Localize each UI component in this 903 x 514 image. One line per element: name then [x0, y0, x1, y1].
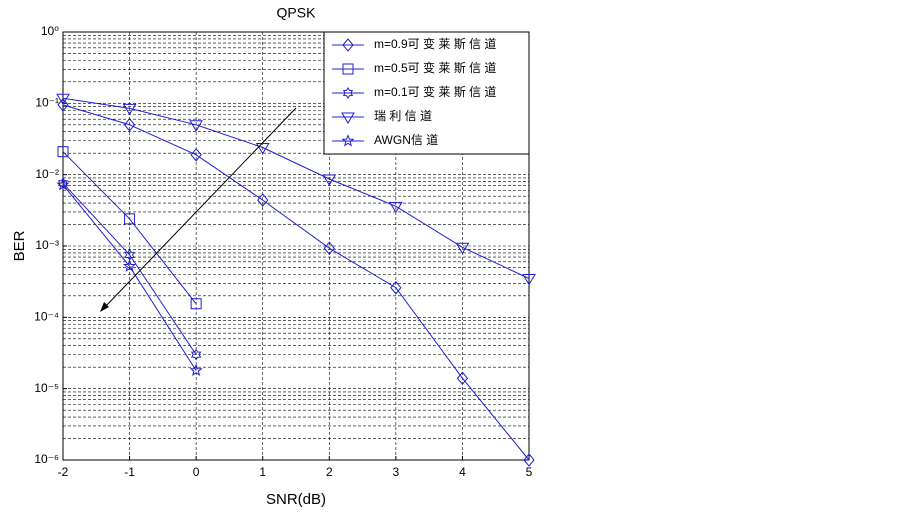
x-tick-label: 5 [526, 465, 533, 479]
marker [122, 259, 137, 272]
y-tick-label: 10⁻¹ [35, 96, 59, 110]
y-tick-label: 10⁰ [41, 24, 59, 38]
y-tick-label: 10⁻⁵ [34, 381, 59, 395]
marker [190, 298, 202, 310]
marker [456, 371, 469, 386]
y-tick-label: 10⁻³ [35, 238, 59, 252]
marker [455, 242, 470, 255]
legend-marker [341, 134, 355, 147]
x-tick-label: 1 [259, 465, 266, 479]
marker [189, 363, 203, 377]
legend-marker [342, 87, 354, 99]
x-tick-label: 4 [459, 465, 466, 479]
legend-label: AWGN信 道 [374, 133, 438, 147]
legend-label: 瑞 利 信 道 [374, 109, 432, 123]
series-line [62, 104, 530, 461]
series-line [62, 97, 530, 279]
series-line [62, 182, 197, 355]
y-axis-label: BER [11, 230, 28, 261]
marker [122, 103, 137, 116]
marker [189, 120, 204, 132]
x-tick-label: -1 [124, 465, 135, 479]
series-line [62, 184, 197, 371]
marker [257, 193, 269, 207]
legend-marker [342, 63, 354, 75]
annotation-arrow [100, 107, 297, 312]
legend-label: m=0.1可 变 莱 斯 信 道 [374, 84, 496, 99]
marker [57, 177, 69, 190]
marker [57, 146, 69, 158]
series-line [62, 151, 197, 305]
marker [255, 143, 270, 155]
marker [57, 98, 69, 112]
legend-marker [342, 38, 354, 52]
x-axis-label: SNR(dB) [266, 491, 326, 508]
marker [390, 280, 402, 295]
marker [522, 274, 536, 286]
marker [124, 213, 136, 225]
y-tick-label: 10⁻⁶ [34, 452, 59, 466]
marker [322, 174, 337, 186]
legend-label: m=0.5可 变 莱 斯 信 道 [374, 60, 496, 75]
marker [388, 201, 403, 214]
y-tick-label: 10⁻² [35, 167, 59, 181]
x-tick-label: 3 [393, 465, 400, 479]
marker [56, 177, 70, 191]
legend-label: m=0.9可 变 莱 斯 信 道 [374, 36, 496, 51]
x-tick-label: 2 [326, 465, 333, 479]
x-tick-label: -2 [58, 465, 69, 479]
marker [190, 148, 202, 162]
marker [123, 118, 136, 132]
marker [523, 453, 535, 467]
x-tick-label: 0 [193, 465, 200, 479]
chart-title: QPSK [277, 5, 317, 21]
legend-marker [341, 112, 355, 124]
plot-frame [62, 31, 530, 461]
marker [56, 93, 70, 106]
marker [323, 241, 335, 256]
y-tick-label: 10⁻⁴ [34, 310, 59, 324]
marker [190, 348, 202, 361]
